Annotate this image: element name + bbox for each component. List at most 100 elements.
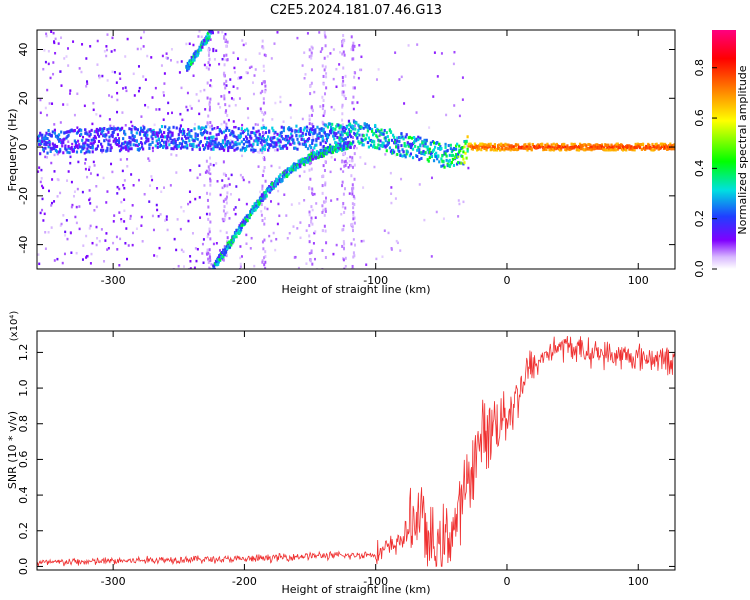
y-tick-label: 1.0 (17, 379, 30, 397)
spectrogram-cell (298, 174, 301, 178)
spectrogram-cell (544, 143, 547, 147)
spectrogram-cell (462, 157, 465, 161)
spectrogram-cell (236, 142, 239, 146)
spectrogram-cell (351, 187, 354, 191)
spectrogram-cell (48, 143, 51, 147)
spectrogram-cell (252, 126, 255, 130)
spectrogram-cell (308, 160, 311, 164)
spectrogram-cell (555, 142, 559, 146)
spectrogram-cell (322, 154, 325, 158)
spectrogram-cell (298, 142, 301, 146)
spectrogram-cell (346, 131, 350, 135)
spectrogram-cell (85, 150, 88, 154)
spectrogram-cell (201, 144, 205, 148)
spectrogram-cell (564, 145, 567, 149)
spectrogram-cell (132, 72, 135, 76)
spectrogram-cell (478, 147, 481, 151)
spectrogram-cell (168, 126, 171, 130)
spectrogram-cell (106, 79, 109, 82)
spectrogram-cell (308, 153, 312, 157)
spectrogram-cell (266, 148, 270, 152)
spectrogram-cell (101, 74, 104, 78)
spectrogram-cell (112, 220, 115, 223)
spectrogram-cell (324, 229, 327, 233)
spectrogram-cell (322, 164, 325, 168)
spectrogram-cell (323, 213, 326, 217)
spectrogram-cell (344, 141, 347, 145)
spectrogram-cell (86, 147, 89, 151)
spectrogram-cell (489, 142, 492, 146)
spectrogram-cell (229, 143, 232, 147)
spectrogram-cell (440, 146, 443, 150)
spectrogram-cell (186, 108, 189, 112)
spectrogram-cell (76, 130, 80, 134)
spectrogram-cell (110, 95, 113, 99)
colorbar-tick-label: 0.2 (693, 210, 706, 228)
spectrogram-cell (346, 135, 350, 139)
spectrogram-cell (247, 132, 250, 136)
spectrogram-cell (108, 139, 111, 143)
spectrogram-cell (59, 121, 62, 124)
spectrogram-cell (38, 262, 41, 266)
spectrogram-cell (380, 128, 383, 132)
spectrogram-cell (404, 135, 407, 139)
spectrogram-cell (151, 149, 154, 153)
spectrogram-cell (209, 144, 212, 148)
spectrogram-cell (625, 148, 628, 152)
spectrogram-cell (440, 157, 443, 161)
spectrogram-cell (144, 141, 147, 145)
spectrogram-cell (95, 205, 98, 209)
spectrogram-cell (208, 51, 211, 55)
spectrogram-cell (190, 135, 193, 139)
spectrogram-cell (209, 31, 213, 35)
spectrogram-cell (207, 205, 210, 209)
spectrogram-cell (200, 126, 204, 130)
spectrogram-cell (272, 145, 275, 149)
spectrogram-cell (67, 145, 70, 149)
spectrogram-cell (292, 138, 295, 142)
spectrogram-cell (222, 209, 225, 213)
spectrogram-cell (458, 150, 461, 154)
spectrogram-cell (278, 178, 281, 182)
spectrogram-cell (182, 129, 186, 133)
spectrogram-cell (126, 257, 129, 261)
spectrogram-cell (86, 175, 89, 179)
spectrogram-cell (235, 135, 238, 139)
spectrogram-cell (342, 170, 345, 173)
spectrogram-cell (246, 219, 249, 223)
spectrogram-cell (88, 198, 91, 202)
spectrogram-cell (482, 143, 485, 147)
spectrogram-cell (209, 84, 212, 87)
spectrogram-cell (311, 262, 314, 266)
spectrogram-cell (275, 141, 278, 145)
spectrogram-cell (193, 127, 196, 131)
spectrogram-cell (285, 214, 288, 217)
spectrogram-cell (259, 141, 262, 145)
spectrogram-cell (207, 48, 210, 52)
spectrogram-cell (299, 221, 302, 224)
spectrogram-cell (189, 255, 192, 258)
spectrogram-cell (310, 50, 313, 53)
spectrogram-cell (196, 53, 199, 57)
spectrogram-cell (209, 267, 212, 269)
spectrogram-cell (92, 102, 95, 105)
spectrogram-cell (290, 165, 293, 169)
spectrogram-cell (44, 60, 47, 64)
spectrogram-cell (261, 240, 264, 244)
spectrogram-cell (118, 211, 121, 214)
spectrogram-cell (201, 242, 204, 246)
spectrogram-cell (303, 140, 306, 144)
spectrogram-cell (83, 152, 86, 155)
spectrogram-cell (324, 207, 327, 211)
spectrogram-cell (207, 217, 210, 221)
spectrogram-cell (106, 33, 109, 36)
spectrogram-cell (232, 131, 235, 135)
spectrogram-cell (102, 129, 105, 133)
spectrogram-cell (232, 144, 235, 148)
spectrogram-cell (603, 146, 606, 150)
spectrogram-cell (218, 147, 221, 151)
spectrogram-cell (287, 139, 291, 143)
spectrogram-cell (402, 150, 405, 154)
spectrogram-cell (383, 229, 386, 232)
